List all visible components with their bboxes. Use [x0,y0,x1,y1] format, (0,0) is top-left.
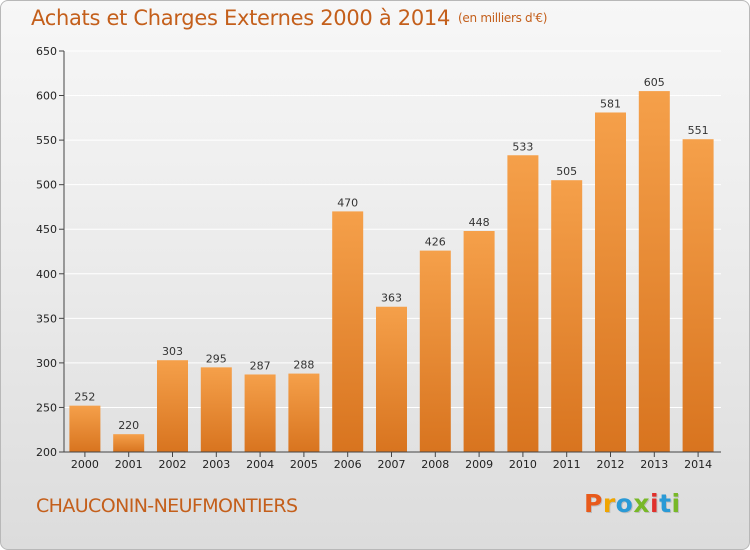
bar [69,405,101,452]
bar-value-label: 363 [381,292,402,305]
chart-unit: (en milliers d'€) [458,11,548,25]
bars [69,91,714,452]
bar-value-label: 551 [688,124,709,137]
logo-letter: i [671,489,681,518]
x-tick-label: 2005 [290,458,318,471]
x-tick-label: 2010 [509,458,537,471]
bar [157,360,188,452]
bar-value-label: 581 [600,97,621,110]
y-tick-label: 650 [36,45,57,58]
y-tick-label: 300 [36,357,57,370]
bar-value-label: 288 [293,359,314,372]
logo-letter: i [650,489,660,518]
proxiti-logo: Proxiti [584,489,681,518]
x-tick-label: 2012 [597,458,625,471]
bar [638,91,670,452]
x-tick-label: 2001 [115,458,143,471]
bar [244,374,276,452]
y-tick-label: 200 [36,446,57,459]
y-tick-label: 350 [36,312,57,325]
bar-value-label: 426 [425,236,446,249]
bar-value-label: 605 [644,76,665,89]
y-tick-label: 550 [36,134,57,147]
bar-value-label: 303 [162,345,183,358]
logo-letter: o [615,489,634,518]
chart-title: Achats et Charges Externes 2000 à 2014 (e… [31,6,547,30]
bar-value-label: 505 [556,165,577,178]
x-tick-label: 2014 [684,458,712,471]
bar [332,211,364,452]
x-tick-label: 2013 [640,458,668,471]
bar [376,306,407,452]
bar [551,180,583,452]
x-tick-label: 2003 [202,458,230,471]
y-tick-label: 250 [36,401,57,414]
x-tick-label: 2006 [334,458,362,471]
bar [682,139,714,452]
bar [113,434,145,452]
bar-value-label: 220 [118,419,139,432]
bar [288,373,320,452]
place-name: CHAUCONIN-NEUFMONTIERS [36,495,298,517]
y-tick-label: 500 [36,179,57,192]
logo-letter: t [659,489,672,518]
axes: 200 250 300 350 400 450 500 550 600 650 2000 2001 20… [36,45,721,471]
bar [200,367,232,452]
y-tick-label: 400 [36,268,57,281]
logo-letter: P [584,489,603,518]
x-tick-label: 2011 [553,458,581,471]
chart-title-text: Achats et Charges Externes 2000 à 2014 [31,6,451,30]
logo-letter: r [602,489,616,518]
y-tick-label: 600 [36,90,57,103]
bar-value-label: 533 [512,140,533,153]
bar [595,112,626,452]
x-tick-label: 2008 [421,458,449,471]
y-tick-label: 450 [36,223,57,236]
x-tick-label: 2004 [246,458,274,471]
x-tick-label: 2009 [465,458,493,471]
bar-value-label: 448 [469,216,490,229]
bar [419,250,451,452]
logo-letter: x [633,489,650,518]
bar-value-label: 252 [74,391,95,404]
bar [507,155,539,452]
bar-value-label: 287 [250,359,271,372]
bar-value-label: 470 [337,196,358,209]
value-labels: 252 220 303 295 287 288 470 363 426 448 533 505 581 6… [74,76,708,432]
bar [463,231,495,452]
x-tick-label: 2002 [159,458,187,471]
x-tick-label: 2007 [378,458,406,471]
x-tick-label: 2000 [71,458,99,471]
bar-value-label: 295 [206,352,227,365]
